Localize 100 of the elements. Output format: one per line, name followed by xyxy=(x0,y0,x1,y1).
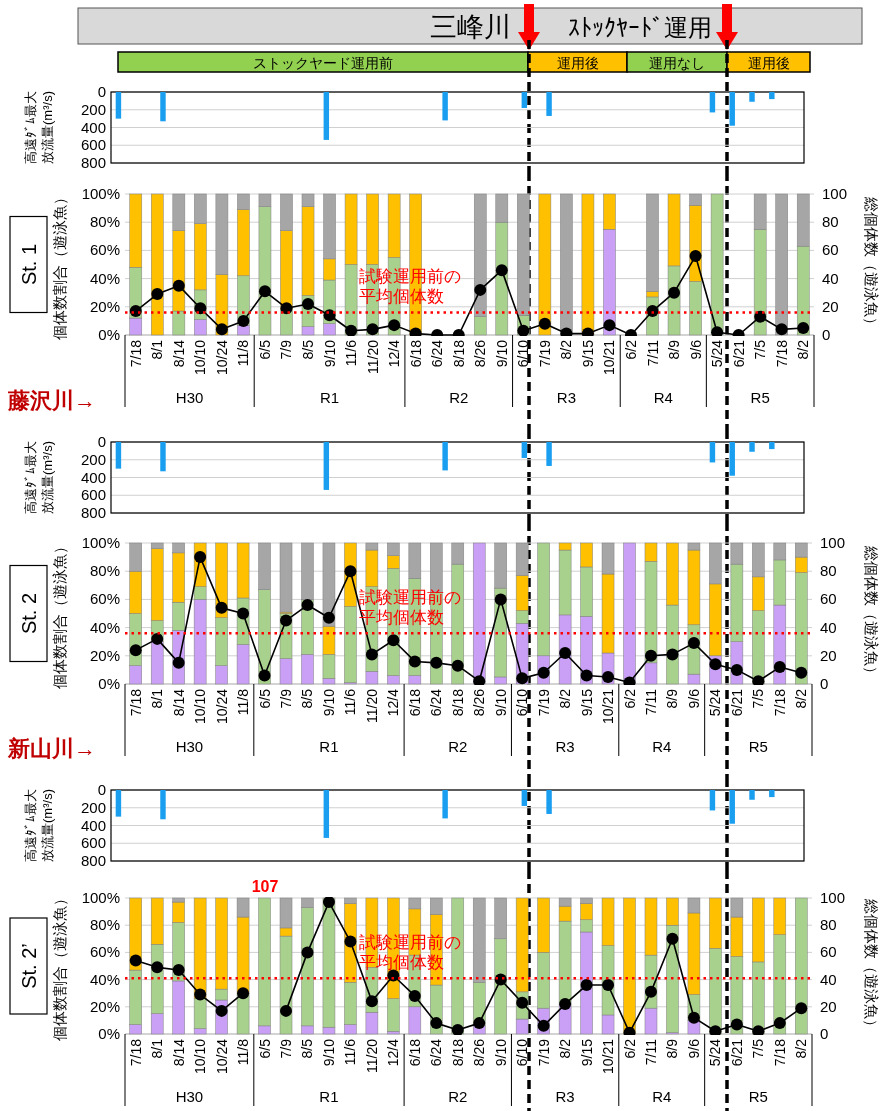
x-tick-label: 8/2 xyxy=(557,688,574,709)
y-tick-label: 40% xyxy=(89,618,120,636)
text: 運用後 xyxy=(747,55,790,71)
x-tick-label: 7/11 xyxy=(644,339,661,367)
x-tick-label: 12/4 xyxy=(385,1038,402,1067)
x-tick-label: 8/18 xyxy=(449,688,466,717)
x-tick-label: 9/10 xyxy=(320,688,337,717)
x-tick-label: 11/20 xyxy=(363,1038,380,1073)
x-tick-label: 9/15 xyxy=(578,1038,595,1067)
y-tick-label: 60% xyxy=(89,590,120,608)
x-tick-label: 7/9 xyxy=(278,339,295,360)
x-tick-label: 11/6 xyxy=(342,1038,359,1066)
y-tick-label: 600 xyxy=(80,136,106,154)
x-tick-label: 8/2 xyxy=(793,688,810,709)
y-axis-title: 個体数割合（遊泳魚） xyxy=(51,891,68,1041)
chart-subtitle: ｽﾄｯｸﾔｰﾄﾞ運用 xyxy=(568,14,712,41)
x-tick-label: 10/24 xyxy=(213,339,230,376)
x-tick-label: 8/18 xyxy=(450,339,467,368)
y-tick-label: 100% xyxy=(81,534,120,551)
x-tick-label: 8/26 xyxy=(471,688,488,717)
x-tick-label: 9/6 xyxy=(685,1038,702,1059)
y-tick-label: 0 xyxy=(97,433,106,450)
x-tick-label: 10/21 xyxy=(601,339,618,376)
x-tick-label: 11/8 xyxy=(235,339,252,367)
x-tick-label: 11/20 xyxy=(364,339,381,374)
y-tick-label: 0 xyxy=(97,781,106,798)
x-tick-label: 8/1 xyxy=(149,688,166,709)
x-tick-label: 7/18 xyxy=(127,1038,144,1067)
x-tick-label: 8/1 xyxy=(149,339,166,360)
y-tick-label: 200 xyxy=(80,450,106,468)
x-tick-label: 6/2 xyxy=(621,688,638,709)
text: St. 1 xyxy=(18,243,40,286)
x-tick-label: 10/10 xyxy=(192,1038,209,1075)
y-tick-label: 400 xyxy=(80,468,106,486)
y-tick-label: 80% xyxy=(89,213,120,231)
x-tick-label: 6/18 xyxy=(406,688,423,717)
y-axis-title: 個体数割合（遊泳魚） xyxy=(51,189,68,340)
y-tick-label: 0% xyxy=(98,1025,120,1042)
x-tick-label: 6/10 xyxy=(514,1038,531,1067)
y2-tick-label: 0 xyxy=(820,675,829,692)
text: St. 2 xyxy=(18,592,40,635)
x-tick-label: 9/15 xyxy=(579,339,596,368)
text: 107 xyxy=(251,878,279,895)
x-tick-label: 7/11 xyxy=(642,688,659,716)
y2-tick-label: 20 xyxy=(820,997,837,1015)
x-tick-label: 8/14 xyxy=(170,688,187,717)
y-tick-label: 0 xyxy=(97,83,106,100)
y-tick-label: 80% xyxy=(89,916,120,934)
x-tick-label: 11/20 xyxy=(363,688,380,723)
x-tick-label: 8/5 xyxy=(300,339,317,360)
y-tick-label: 400 xyxy=(80,816,106,834)
text: R3 xyxy=(555,1088,575,1105)
x-tick-label: 12/4 xyxy=(386,339,403,368)
y-tick-label: 800 xyxy=(80,852,106,869)
y2-tick-label: 80 xyxy=(820,562,837,580)
x-tick-label: 8/5 xyxy=(299,688,316,709)
x-tick-label: 6/24 xyxy=(428,1038,445,1067)
text: R3 xyxy=(555,738,575,755)
y2-tick-label: 80 xyxy=(822,213,839,231)
text: R1 xyxy=(319,389,340,406)
x-tick-label: 7/19 xyxy=(536,339,553,368)
x-tick-label: 7/18 xyxy=(127,339,144,368)
x-tick-label: 7/5 xyxy=(750,688,767,709)
x-tick-label: 8/5 xyxy=(299,1038,316,1059)
text: R2 xyxy=(449,389,469,406)
y2-axis-title: 総個体数（遊泳魚） xyxy=(863,196,880,332)
y2-tick-label: 60 xyxy=(820,590,837,608)
x-tick-label: 7/18 xyxy=(771,1038,788,1067)
x-tick-label: 7/19 xyxy=(535,1038,552,1067)
text: R5 xyxy=(750,389,770,406)
x-tick-label: 9/15 xyxy=(578,688,595,717)
x-tick-label: 8/9 xyxy=(666,339,683,360)
x-tick-label: 6/21 xyxy=(730,339,747,368)
text: H30 xyxy=(175,1088,204,1105)
x-tick-label: 7/19 xyxy=(535,688,552,717)
x-tick-label: 6/18 xyxy=(407,339,424,368)
x-tick-label: 6/24 xyxy=(429,339,446,368)
x-tick-label: 8/14 xyxy=(170,339,187,368)
x-tick-label: 7/18 xyxy=(773,339,790,368)
y2-tick-label: 40 xyxy=(822,269,839,287)
x-tick-label: 8/1 xyxy=(149,1038,166,1059)
x-tick-label: 10/24 xyxy=(213,688,230,725)
y-axis-title: 高遠ﾀﾞﾑ最大放流量(m³/s) xyxy=(23,789,55,862)
x-tick-label: 6/24 xyxy=(428,688,445,717)
x-tick-label: 9/10 xyxy=(493,339,510,368)
y-tick-label: 60% xyxy=(89,241,120,259)
x-tick-label: 6/10 xyxy=(514,688,531,717)
y-tick-label: 0% xyxy=(98,675,120,692)
x-tick-label: 9/10 xyxy=(492,1038,509,1067)
x-tick-label: 7/18 xyxy=(127,688,144,717)
text: R3 xyxy=(556,389,576,406)
x-tick-label: 6/5 xyxy=(256,339,273,360)
x-tick-label: 11/8 xyxy=(235,1038,252,1066)
x-tick-label: 11/8 xyxy=(235,688,252,716)
x-tick-label: 10/24 xyxy=(213,1038,230,1075)
y-tick-label: 600 xyxy=(80,834,106,852)
x-tick-label: 8/2 xyxy=(793,1038,810,1059)
text: H30 xyxy=(175,389,204,406)
x-tick-label: 10/21 xyxy=(600,688,617,725)
x-tick-label: 8/26 xyxy=(472,339,489,368)
